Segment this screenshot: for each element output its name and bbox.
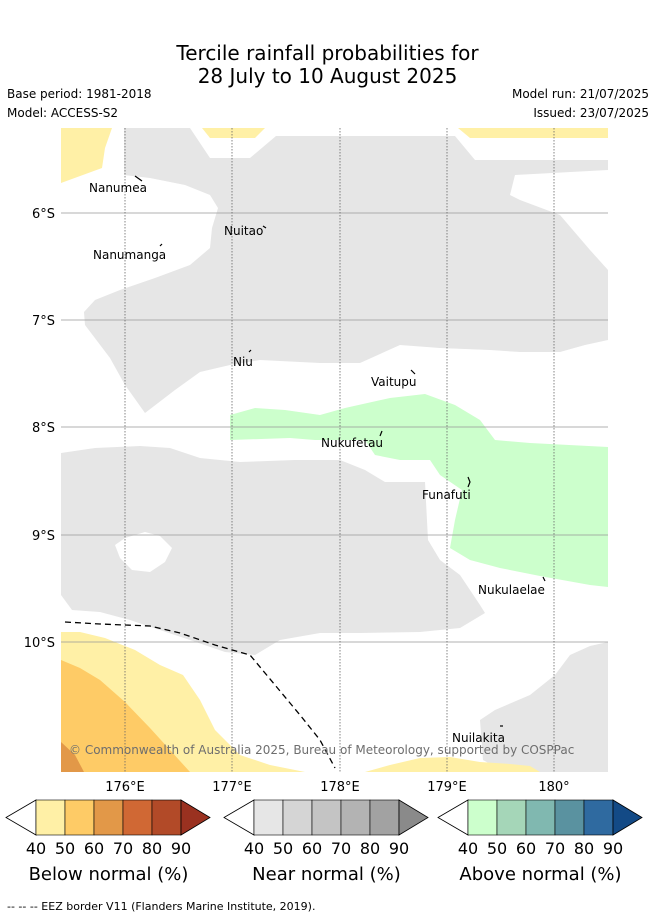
above-tick-50: 50 (487, 839, 507, 858)
place-label-nanumea: Nanumea (89, 181, 147, 195)
copyright-notice: © Commonwealth of Australia 2025, Bureau… (69, 743, 574, 757)
no-signal-gap (115, 532, 172, 572)
below-swatch-60 (93, 799, 124, 836)
above-tick-90: 90 (603, 839, 623, 858)
lat-tick-8s: 8°S (32, 421, 55, 436)
lon-tick-178e: 178°E (320, 780, 360, 795)
near-swatch-70 (340, 799, 371, 836)
niu-island (248, 349, 252, 353)
below-tick-90: 90 (171, 839, 191, 858)
lat-tick-7s: 7°S (32, 314, 55, 329)
near-normal-region-north (84, 128, 608, 413)
eez-border-line (64, 621, 336, 769)
nanumanga-island (159, 243, 163, 247)
near-tick-90: 90 (389, 839, 409, 858)
nukufetau-island (379, 430, 383, 437)
lat-tick-9s: 9°S (32, 529, 55, 544)
near-tick-40: 40 (244, 839, 264, 858)
below-normal-region-northwest (61, 128, 112, 183)
nuitao-island (262, 225, 267, 229)
colorbar-near-normal: 40 50 60 70 80 90 Near normal (%) (223, 799, 429, 885)
near-colorbar-title: Near normal (%) (252, 864, 401, 885)
below-normal-region-south-50 (61, 660, 190, 772)
lon-tick-176e: 176°E (105, 780, 145, 795)
below-tick-60: 60 (84, 839, 104, 858)
above-swatch-60 (525, 799, 556, 836)
map-title-line-2: 28 July to 10 August 2025 (197, 64, 458, 88)
above-tick-70: 70 (545, 839, 565, 858)
issued-date: Issued: 23/07/2025 (533, 106, 649, 120)
base-period: Base period: 1981-2018 (7, 87, 152, 101)
place-label-nukufetau: Nukufetau (321, 436, 383, 450)
map-title-line-1: Tercile rainfall probabilities for (176, 41, 479, 65)
above-extension-high (612, 799, 643, 836)
below-tick-80: 80 (142, 839, 162, 858)
lat-tick-10s: 10°S (24, 636, 55, 651)
below-colorbar-title: Below normal (%) (29, 864, 189, 885)
place-label-nuitao: Nuitao (224, 224, 263, 238)
near-swatch-50 (282, 799, 313, 836)
above-swatch-40 (467, 799, 498, 836)
near-normal-region-southeast (480, 642, 608, 772)
below-swatch-80 (151, 799, 182, 836)
place-label-nanumanga: Nanumanga (93, 248, 166, 262)
lat-tick-6s: 6°S (32, 207, 55, 222)
model-name: Model: ACCESS-S2 (7, 106, 119, 120)
lon-tick-177e: 177°E (212, 780, 252, 795)
place-label-nukulaelae: Nukulaelae (478, 583, 545, 597)
below-normal-region-northeast (458, 128, 608, 138)
near-tick-60: 60 (302, 839, 322, 858)
above-extension-low (437, 799, 469, 836)
lon-tick-179e: 179°E (427, 780, 467, 795)
above-tick-40: 40 (458, 839, 478, 858)
below-tick-40: 40 (26, 839, 46, 858)
below-swatch-40 (35, 799, 66, 836)
funafuti-island (467, 476, 471, 488)
colorbar-below-normal: 40 50 60 70 80 90 Below normal (%) (5, 799, 211, 885)
below-normal-region-south-60 (61, 742, 84, 772)
near-tick-70: 70 (331, 839, 351, 858)
below-swatch-50 (64, 799, 95, 836)
below-tick-70: 70 (113, 839, 133, 858)
eez-legend-note: -- -- -- EEZ border V11 (Flanders Marine… (7, 900, 316, 913)
nukulaelae-island (542, 576, 546, 582)
place-label-vaitupu: Vaitupu (371, 375, 417, 389)
near-tick-80: 80 (360, 839, 380, 858)
place-label-funafuti: Funafuti (422, 488, 471, 502)
above-tick-60: 60 (516, 839, 536, 858)
above-swatch-80 (583, 799, 614, 836)
place-label-nuilakita: Nuilakita (452, 731, 505, 745)
place-label-niu: Niu (233, 355, 253, 369)
below-normal-region-south-east (365, 757, 540, 772)
below-tick-50: 50 (55, 839, 75, 858)
above-colorbar-title: Above normal (%) (459, 864, 621, 885)
nanumea-island (134, 175, 143, 182)
near-extension-high (398, 799, 429, 836)
near-swatch-80 (369, 799, 400, 836)
colorbar-above-normal: 40 50 60 70 80 90 Above normal (%) (437, 799, 643, 885)
below-normal-region-north-centre (202, 128, 265, 138)
above-tick-80: 80 (574, 839, 594, 858)
below-extension-low (5, 799, 37, 836)
near-tick-50: 50 (273, 839, 293, 858)
above-normal-region (230, 394, 608, 587)
near-swatch-60 (311, 799, 342, 836)
above-swatch-70 (554, 799, 585, 836)
near-extension-low (223, 799, 255, 836)
below-extension-high (180, 799, 211, 836)
below-swatch-70 (122, 799, 153, 836)
vaitupu-island (410, 369, 416, 375)
near-swatch-40 (253, 799, 284, 836)
model-run: Model run: 21/07/2025 (511, 87, 649, 101)
lon-tick-180: 180° (538, 780, 569, 795)
above-swatch-50 (496, 799, 527, 836)
near-normal-region-south (61, 446, 485, 655)
